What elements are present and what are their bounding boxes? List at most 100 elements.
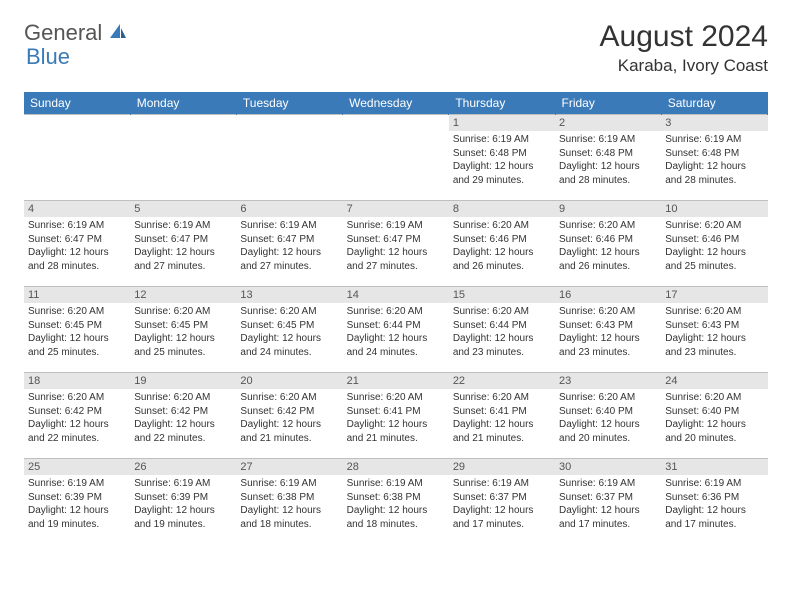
day-number: 6	[236, 201, 342, 217]
sunrise-text: Sunrise: 6:20 AM	[347, 391, 445, 405]
day-number: 8	[449, 201, 555, 217]
sunset-text: Sunset: 6:47 PM	[134, 233, 232, 247]
sunset-text: Sunset: 6:41 PM	[453, 405, 551, 419]
calendar-cell: 26Sunrise: 6:19 AMSunset: 6:39 PMDayligh…	[130, 459, 236, 545]
weekday-header: Sunday	[24, 92, 130, 115]
daylight-text: Daylight: 12 hours and 18 minutes.	[240, 504, 338, 531]
daylight-text: Daylight: 12 hours and 20 minutes.	[559, 418, 657, 445]
day-number: 17	[661, 287, 767, 303]
title-block: August 2024 Karaba, Ivory Coast	[600, 20, 768, 76]
sunset-text: Sunset: 6:44 PM	[453, 319, 551, 333]
day-number: 5	[130, 201, 236, 217]
sunset-text: Sunset: 6:40 PM	[665, 405, 763, 419]
calendar-row: 11Sunrise: 6:20 AMSunset: 6:45 PMDayligh…	[24, 287, 768, 373]
day-body: Sunrise: 6:19 AMSunset: 6:48 PMDaylight:…	[661, 131, 767, 191]
day-number: 30	[555, 459, 661, 475]
daylight-text: Daylight: 12 hours and 20 minutes.	[665, 418, 763, 445]
sunset-text: Sunset: 6:43 PM	[559, 319, 657, 333]
calendar-cell	[130, 115, 236, 201]
day-body: Sunrise: 6:19 AMSunset: 6:39 PMDaylight:…	[24, 475, 130, 535]
day-body: Sunrise: 6:19 AMSunset: 6:36 PMDaylight:…	[661, 475, 767, 535]
weekday-header: Friday	[555, 92, 661, 115]
day-number: 27	[236, 459, 342, 475]
daylight-text: Daylight: 12 hours and 21 minutes.	[347, 418, 445, 445]
day-body: Sunrise: 6:20 AMSunset: 6:44 PMDaylight:…	[449, 303, 555, 363]
sunrise-text: Sunrise: 6:19 AM	[28, 219, 126, 233]
calendar-cell	[343, 115, 449, 201]
daylight-text: Daylight: 12 hours and 28 minutes.	[28, 246, 126, 273]
daylight-text: Daylight: 12 hours and 27 minutes.	[347, 246, 445, 273]
calendar-cell: 19Sunrise: 6:20 AMSunset: 6:42 PMDayligh…	[130, 373, 236, 459]
calendar-row: 4Sunrise: 6:19 AMSunset: 6:47 PMDaylight…	[24, 201, 768, 287]
day-number: 25	[24, 459, 130, 475]
day-number: 26	[130, 459, 236, 475]
day-body: Sunrise: 6:19 AMSunset: 6:47 PMDaylight:…	[236, 217, 342, 277]
day-body: Sunrise: 6:20 AMSunset: 6:46 PMDaylight:…	[661, 217, 767, 277]
day-body: Sunrise: 6:19 AMSunset: 6:48 PMDaylight:…	[449, 131, 555, 191]
day-number: 23	[555, 373, 661, 389]
sunrise-text: Sunrise: 6:20 AM	[665, 391, 763, 405]
calendar-cell: 21Sunrise: 6:20 AMSunset: 6:41 PMDayligh…	[343, 373, 449, 459]
sunset-text: Sunset: 6:47 PM	[28, 233, 126, 247]
weekday-header: Tuesday	[236, 92, 342, 115]
calendar-row: 25Sunrise: 6:19 AMSunset: 6:39 PMDayligh…	[24, 459, 768, 545]
day-number: 7	[343, 201, 449, 217]
calendar-cell: 4Sunrise: 6:19 AMSunset: 6:47 PMDaylight…	[24, 201, 130, 287]
day-number: 15	[449, 287, 555, 303]
calendar-cell: 27Sunrise: 6:19 AMSunset: 6:38 PMDayligh…	[236, 459, 342, 545]
daylight-text: Daylight: 12 hours and 28 minutes.	[559, 160, 657, 187]
sunrise-text: Sunrise: 6:19 AM	[240, 477, 338, 491]
day-number: 12	[130, 287, 236, 303]
calendar-header-row: Sunday Monday Tuesday Wednesday Thursday…	[24, 92, 768, 115]
sunset-text: Sunset: 6:46 PM	[453, 233, 551, 247]
calendar-cell: 12Sunrise: 6:20 AMSunset: 6:45 PMDayligh…	[130, 287, 236, 373]
sunset-text: Sunset: 6:48 PM	[453, 147, 551, 161]
daylight-text: Daylight: 12 hours and 21 minutes.	[453, 418, 551, 445]
sunset-text: Sunset: 6:46 PM	[559, 233, 657, 247]
day-number: 20	[236, 373, 342, 389]
day-body: Sunrise: 6:20 AMSunset: 6:42 PMDaylight:…	[236, 389, 342, 449]
calendar-cell: 28Sunrise: 6:19 AMSunset: 6:38 PMDayligh…	[343, 459, 449, 545]
sunrise-text: Sunrise: 6:20 AM	[347, 305, 445, 319]
calendar-row: 1Sunrise: 6:19 AMSunset: 6:48 PMDaylight…	[24, 115, 768, 201]
sunrise-text: Sunrise: 6:19 AM	[665, 477, 763, 491]
daylight-text: Daylight: 12 hours and 24 minutes.	[347, 332, 445, 359]
calendar-cell: 9Sunrise: 6:20 AMSunset: 6:46 PMDaylight…	[555, 201, 661, 287]
day-body: Sunrise: 6:19 AMSunset: 6:38 PMDaylight:…	[236, 475, 342, 535]
sunrise-text: Sunrise: 6:20 AM	[240, 305, 338, 319]
day-number: 9	[555, 201, 661, 217]
sunset-text: Sunset: 6:48 PM	[665, 147, 763, 161]
day-body: Sunrise: 6:20 AMSunset: 6:43 PMDaylight:…	[661, 303, 767, 363]
sunset-text: Sunset: 6:47 PM	[240, 233, 338, 247]
calendar-cell: 30Sunrise: 6:19 AMSunset: 6:37 PMDayligh…	[555, 459, 661, 545]
day-body: Sunrise: 6:19 AMSunset: 6:38 PMDaylight:…	[343, 475, 449, 535]
sunrise-text: Sunrise: 6:20 AM	[559, 391, 657, 405]
sunset-text: Sunset: 6:38 PM	[347, 491, 445, 505]
day-body: Sunrise: 6:19 AMSunset: 6:47 PMDaylight:…	[343, 217, 449, 277]
day-body: Sunrise: 6:20 AMSunset: 6:45 PMDaylight:…	[236, 303, 342, 363]
day-number: 29	[449, 459, 555, 475]
logo: General	[24, 20, 130, 46]
sunset-text: Sunset: 6:39 PM	[28, 491, 126, 505]
sunrise-text: Sunrise: 6:19 AM	[453, 133, 551, 147]
sunrise-text: Sunrise: 6:20 AM	[240, 391, 338, 405]
sunset-text: Sunset: 6:47 PM	[347, 233, 445, 247]
day-number: 13	[236, 287, 342, 303]
calendar-cell: 25Sunrise: 6:19 AMSunset: 6:39 PMDayligh…	[24, 459, 130, 545]
sunrise-text: Sunrise: 6:19 AM	[134, 477, 232, 491]
daylight-text: Daylight: 12 hours and 25 minutes.	[28, 332, 126, 359]
sunset-text: Sunset: 6:48 PM	[559, 147, 657, 161]
sunset-text: Sunset: 6:45 PM	[134, 319, 232, 333]
header: General August 2024 Karaba, Ivory Coast	[24, 20, 768, 76]
sunrise-text: Sunrise: 6:20 AM	[665, 219, 763, 233]
daylight-text: Daylight: 12 hours and 19 minutes.	[28, 504, 126, 531]
calendar-cell: 23Sunrise: 6:20 AMSunset: 6:40 PMDayligh…	[555, 373, 661, 459]
sunset-text: Sunset: 6:41 PM	[347, 405, 445, 419]
sunrise-text: Sunrise: 6:20 AM	[453, 305, 551, 319]
sunset-text: Sunset: 6:37 PM	[453, 491, 551, 505]
calendar-cell: 7Sunrise: 6:19 AMSunset: 6:47 PMDaylight…	[343, 201, 449, 287]
day-body: Sunrise: 6:20 AMSunset: 6:45 PMDaylight:…	[24, 303, 130, 363]
daylight-text: Daylight: 12 hours and 24 minutes.	[240, 332, 338, 359]
daylight-text: Daylight: 12 hours and 25 minutes.	[665, 246, 763, 273]
calendar-row: 18Sunrise: 6:20 AMSunset: 6:42 PMDayligh…	[24, 373, 768, 459]
